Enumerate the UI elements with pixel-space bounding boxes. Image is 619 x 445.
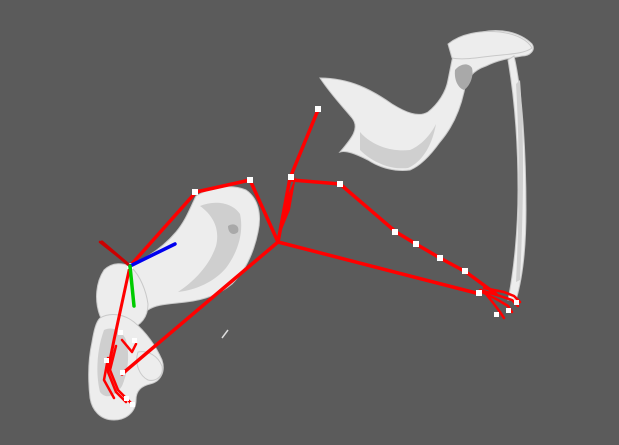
joint-right-wrist <box>462 268 468 274</box>
joint-right-forearm-1 <box>413 241 419 247</box>
bone-left-finger-3 <box>120 338 138 354</box>
joint-right-forearm-2 <box>437 255 443 261</box>
joint-left-finger-tip-1 <box>104 358 109 363</box>
bone-spine-wedge <box>276 176 296 244</box>
joint-head <box>315 106 321 112</box>
joint-right-elbow <box>392 229 398 235</box>
bone-left-forearm <box>120 240 280 376</box>
axis-gizmo[interactable] <box>100 240 177 308</box>
axis-x-line <box>100 240 132 268</box>
bone-right-finger-4 <box>484 292 506 320</box>
joint-left-finger-tip-2 <box>124 396 129 401</box>
joint-left-hand-3 <box>120 370 125 375</box>
joints <box>104 106 519 407</box>
joint-left-finger-tip-3 <box>130 402 135 407</box>
joint-left-elbow <box>192 189 198 195</box>
pole-mesh <box>507 55 527 301</box>
joint-left-hand-1 <box>118 330 123 335</box>
joint-right-shoulder <box>337 181 343 187</box>
joint-right-finger-tip-1 <box>494 312 499 317</box>
bone-right-arm <box>290 178 498 296</box>
joint-neck <box>288 174 294 180</box>
right-arm-mesh <box>319 30 534 171</box>
joint-left-shoulder <box>247 177 253 183</box>
joint-right-hand <box>476 290 482 296</box>
joint-left-hand-2 <box>132 338 137 343</box>
bone-root-to-right-hand <box>276 240 482 296</box>
joint-right-finger-tip-3 <box>514 300 519 305</box>
bone-left-arm-upper <box>128 178 280 268</box>
mesh-fragment <box>221 329 229 339</box>
bone-left-finger-4 <box>102 356 116 400</box>
joint-right-finger-tip-2 <box>506 308 511 313</box>
axis-y-line <box>128 264 136 308</box>
axis-z-line <box>128 242 177 268</box>
bone-left-finger-1 <box>106 348 128 404</box>
bone-right-finger-3 <box>482 286 522 304</box>
